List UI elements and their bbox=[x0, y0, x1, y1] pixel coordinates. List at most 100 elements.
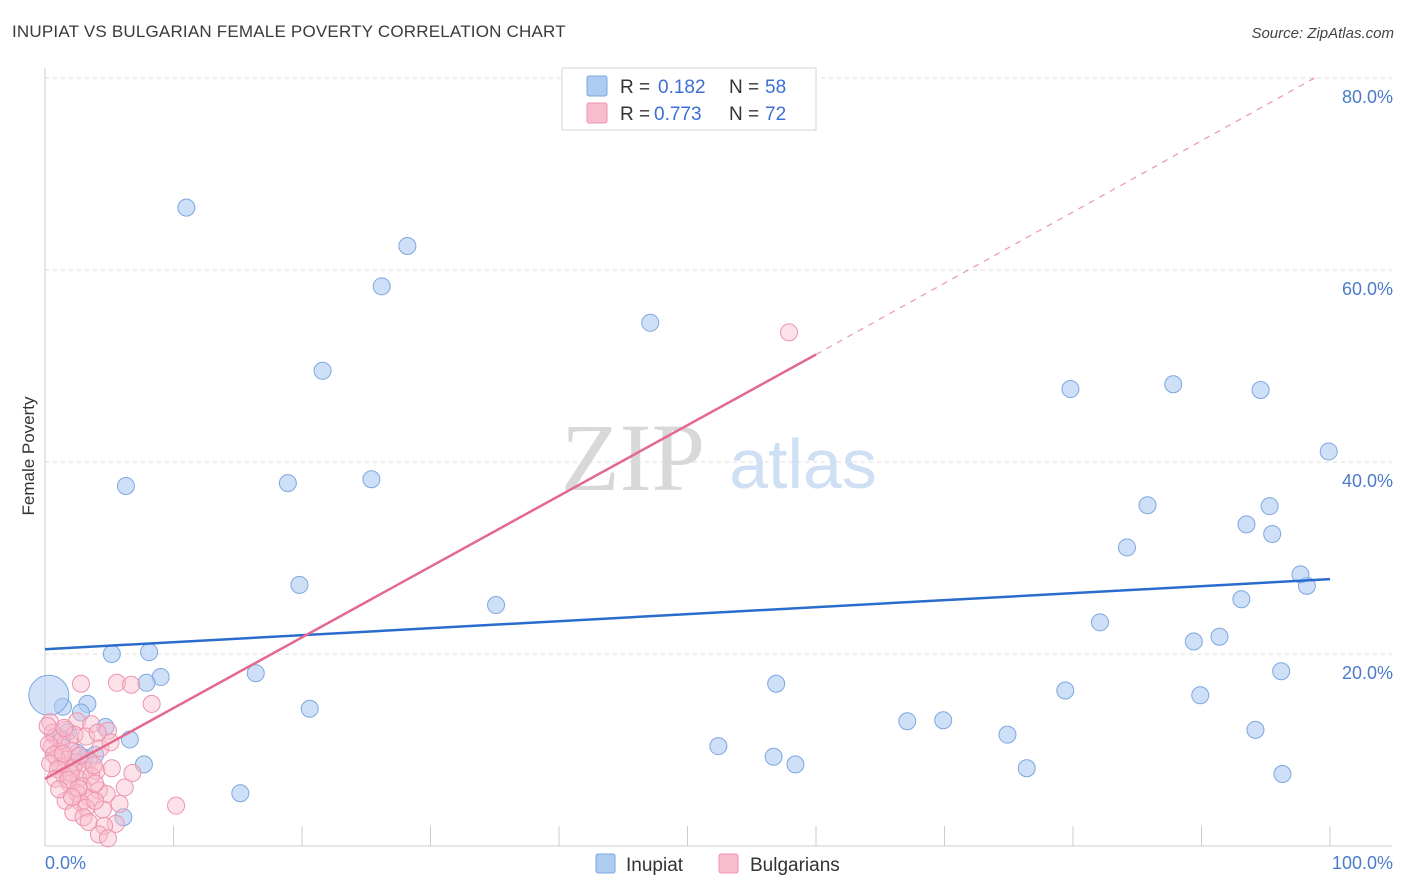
inupiat-point-12 bbox=[1138, 496, 1157, 515]
inupiat-point-34 bbox=[137, 673, 156, 692]
inupiat-point-1 bbox=[398, 237, 417, 255]
bulgarian-point-47 bbox=[98, 829, 117, 848]
inupiat-point-3 bbox=[641, 313, 660, 332]
legend-swatch-inupiat bbox=[586, 75, 608, 97]
inupiat-point-36 bbox=[300, 699, 319, 718]
grid-lines bbox=[45, 77, 1392, 655]
inupiat-point-8 bbox=[1061, 380, 1080, 399]
x-tick-label-1: 100.0% bbox=[1332, 853, 1393, 873]
bulgarian-point-53 bbox=[77, 727, 96, 746]
inupiat-point-11 bbox=[1319, 442, 1338, 461]
bulgarian-point-42 bbox=[74, 808, 93, 827]
bottom-legend-swatch-inupiat bbox=[595, 853, 616, 874]
watermark-zip: ZIP bbox=[561, 404, 705, 511]
bottom-legend-swatch-bulgarians bbox=[718, 853, 739, 874]
inupiat-point-41 bbox=[898, 712, 917, 731]
inupiat-point-18 bbox=[1291, 565, 1310, 584]
tick-labels: 20.0% 40.0% 60.0% 80.0% 0.0% 100.0% bbox=[45, 87, 1393, 873]
inupiat-point-38 bbox=[1056, 681, 1075, 700]
bulgarian-point-1 bbox=[71, 674, 90, 693]
bulgarian-point-69 bbox=[86, 791, 105, 810]
bulgarian-point-38 bbox=[71, 793, 90, 812]
bulgarian-point-68 bbox=[62, 788, 81, 807]
inupiat-point-6 bbox=[278, 474, 297, 493]
legend-r-value-inupiat: 0.182 bbox=[658, 77, 706, 98]
inupiat-point-46 bbox=[764, 747, 783, 766]
bulgarian-point-48 bbox=[167, 796, 186, 815]
inupiat-trend-line bbox=[44, 577, 1331, 651]
inupiat-point-47 bbox=[786, 755, 805, 774]
watermark-atlas: atlas bbox=[729, 425, 877, 503]
bottom-legend-label-inupiat: Inupiat bbox=[626, 855, 684, 876]
legend-r-label-bulgarians: R = bbox=[620, 104, 650, 125]
inupiat-point-37 bbox=[767, 674, 786, 693]
y-tick-label-2: 60.0% bbox=[1342, 279, 1393, 299]
y-axis-label: Female Poverty bbox=[19, 396, 38, 516]
legend-swatch-bulgarians bbox=[586, 102, 608, 124]
inupiat-point-25 bbox=[102, 645, 121, 663]
x-tick-label-0: 0.0% bbox=[45, 853, 86, 873]
chart-title: INUPIAT VS BULGARIAN FEMALE POVERTY CORR… bbox=[12, 22, 566, 41]
legend-n-value-inupiat: 58 bbox=[765, 77, 786, 98]
bulgarian-point-56 bbox=[44, 745, 63, 764]
legend: R = 0.182 N = 58 R = 0.773 N = 72 bbox=[561, 67, 817, 131]
inupiat-point-20 bbox=[290, 575, 309, 594]
legend-n-value-bulgarians: 72 bbox=[765, 104, 786, 125]
bulgarian-point-46 bbox=[89, 825, 108, 844]
inupiat-point-22 bbox=[1090, 613, 1109, 632]
inupiat-point-5 bbox=[116, 477, 135, 495]
inupiat-point-0 bbox=[177, 198, 196, 217]
inupiat-point-10 bbox=[1251, 381, 1270, 399]
inupiat-point-54 bbox=[28, 674, 70, 716]
bottom-legend-label-bulgarians: Bulgarians bbox=[750, 855, 840, 876]
inupiat-point-23 bbox=[1184, 632, 1203, 651]
bulgarian-point-25 bbox=[102, 759, 121, 778]
bulgarian-trend-extension bbox=[815, 77, 1315, 356]
inupiat-point-14 bbox=[1237, 515, 1256, 534]
inupiat-point-40 bbox=[1272, 662, 1291, 681]
inupiat-point-53 bbox=[231, 784, 250, 803]
bulgarian-points bbox=[38, 323, 799, 848]
legend-r-label-inupiat: R = bbox=[620, 77, 650, 98]
bulgarian-point-3 bbox=[122, 675, 141, 694]
inupiat-point-35 bbox=[246, 664, 265, 683]
inupiat-point-45 bbox=[709, 737, 728, 756]
inupiat-point-29 bbox=[71, 703, 90, 722]
bulgarian-point-36 bbox=[97, 785, 116, 804]
bulgarian-point-66 bbox=[86, 774, 105, 793]
inupiat-point-49 bbox=[1273, 765, 1292, 783]
inupiat-point-26 bbox=[140, 643, 159, 662]
inupiat-point-43 bbox=[998, 725, 1017, 744]
bulgarian-trend-line bbox=[44, 353, 817, 780]
inupiat-point-52 bbox=[114, 808, 133, 827]
bulgarian-point-62 bbox=[84, 756, 103, 775]
inupiat-point-4 bbox=[313, 361, 332, 380]
watermark: ZIP atlas bbox=[561, 404, 877, 511]
y-tick-label-1: 40.0% bbox=[1342, 471, 1393, 491]
inupiat-point-39 bbox=[1191, 686, 1210, 705]
bulgarian-point-43 bbox=[106, 814, 125, 833]
legend-n-label-inupiat: N = bbox=[729, 77, 759, 98]
trend-lines bbox=[44, 77, 1331, 780]
inupiat-point-7 bbox=[362, 470, 381, 489]
bulgarian-point-4 bbox=[142, 694, 161, 713]
inupiat-point-24 bbox=[1210, 627, 1229, 646]
inupiat-point-19 bbox=[1232, 590, 1251, 609]
bulgarian-point-71 bbox=[55, 718, 74, 737]
inupiat-point-48 bbox=[1017, 759, 1036, 778]
y-tick-label-3: 80.0% bbox=[1342, 87, 1393, 107]
bulgarian-point-0 bbox=[780, 323, 799, 342]
inupiat-point-21 bbox=[487, 596, 506, 615]
bulgarian-point-70 bbox=[38, 717, 57, 735]
inupiat-point-16 bbox=[1117, 538, 1136, 557]
bulgarian-point-35 bbox=[80, 789, 99, 807]
bulgarian-point-41 bbox=[64, 803, 83, 822]
inupiat-point-44 bbox=[1246, 720, 1265, 739]
bulgarian-point-2 bbox=[107, 673, 126, 692]
bulgarian-point-55 bbox=[39, 735, 58, 754]
bulgarian-point-52 bbox=[65, 725, 84, 744]
inupiat-point-42 bbox=[934, 711, 953, 730]
inupiat-point-15 bbox=[1263, 525, 1282, 543]
bulgarian-point-45 bbox=[79, 813, 98, 831]
